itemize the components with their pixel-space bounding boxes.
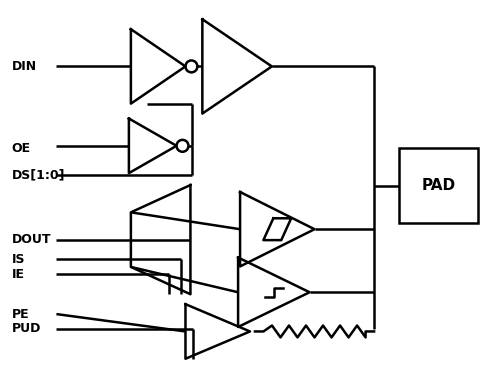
Bar (399, 148, 478, 223)
Text: PUD: PUD (12, 323, 41, 336)
Text: DIN: DIN (12, 60, 37, 73)
Text: DS[1:0]: DS[1:0] (12, 169, 66, 182)
Text: PAD: PAD (422, 178, 456, 193)
Text: PE: PE (12, 307, 29, 321)
Text: DOUT: DOUT (12, 233, 51, 246)
Text: OE: OE (12, 142, 31, 155)
Text: IE: IE (12, 268, 25, 281)
Text: IS: IS (12, 253, 26, 266)
